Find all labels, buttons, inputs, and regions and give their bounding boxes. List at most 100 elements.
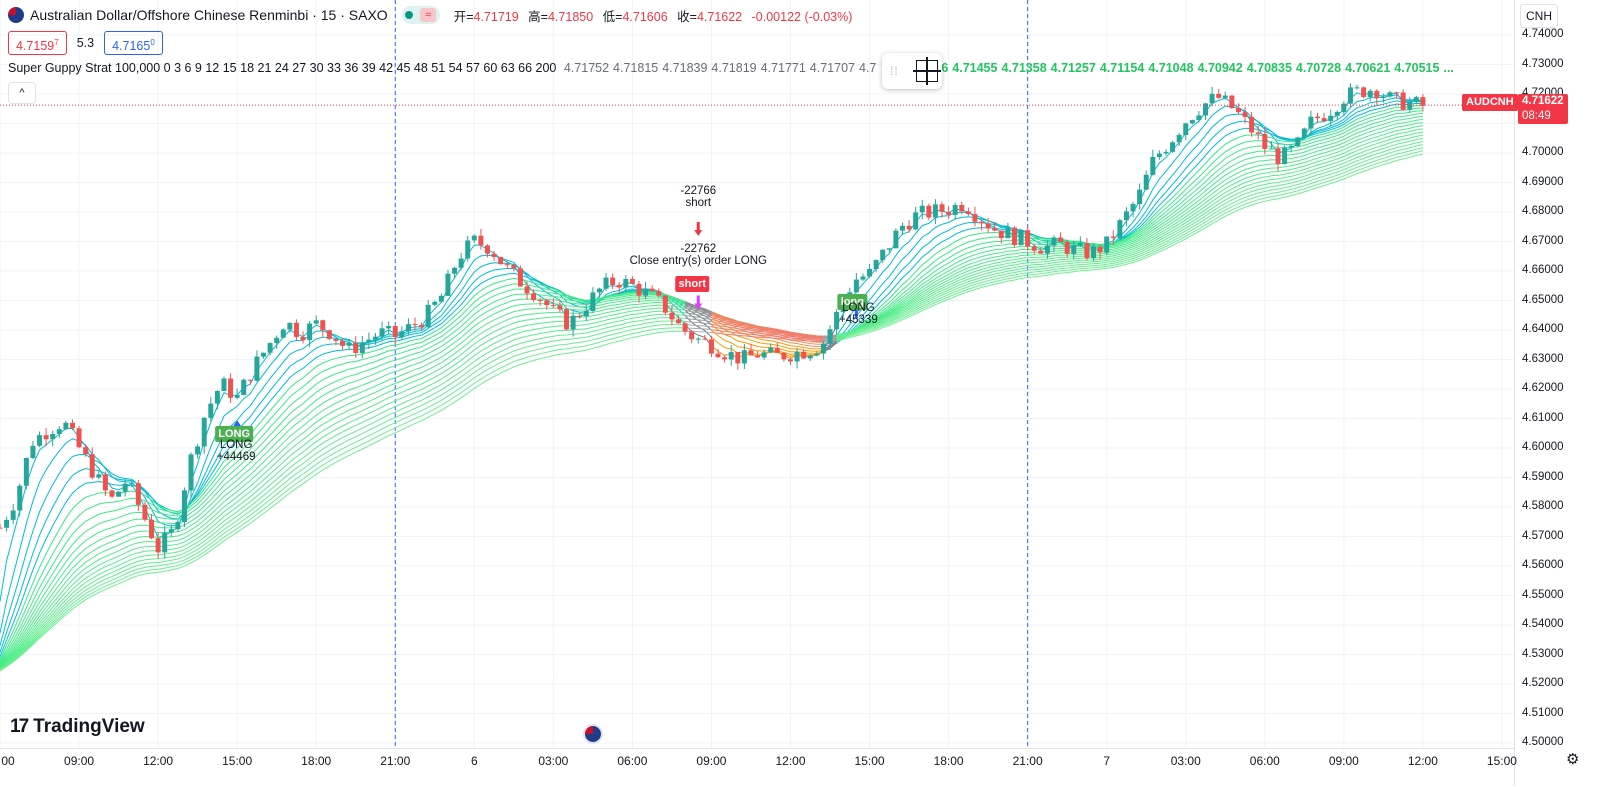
ribbon-ema-60 [685, 324, 712, 328]
candle-body [517, 268, 523, 287]
candle-body [1170, 142, 1176, 152]
symbol-title[interactable]: Australian Dollar/Offshore Chinese Renmi… [30, 7, 388, 23]
candle-body [801, 351, 807, 359]
ribbon-ema-45 [0, 307, 686, 670]
ribbon-ema-6 [836, 94, 1424, 337]
open-label: 开= [453, 9, 474, 24]
candle-body [188, 454, 194, 491]
short-entry-label: -22766 short [680, 185, 716, 209]
price-axis[interactable] [1514, 0, 1604, 786]
ribbon-ema-39 [0, 301, 686, 669]
sell-button[interactable]: 4.71597 [8, 31, 67, 55]
candle-body [1222, 95, 1228, 98]
price-label: 4.74000 [1522, 28, 1564, 40]
candle-body [1071, 245, 1077, 254]
candle-body [333, 338, 339, 341]
candle-body [623, 278, 629, 288]
drag-handle-icon[interactable]: ⁞⁞ [890, 64, 899, 78]
short-label-text: short [685, 197, 712, 209]
price-label: 4.73000 [1522, 57, 1564, 70]
candle-body [583, 310, 589, 317]
buy-button[interactable]: 4.71650 [104, 31, 163, 55]
candle-body [425, 304, 431, 328]
market-status[interactable]: ≈ [401, 6, 440, 24]
ribbon-ema-21 [0, 283, 686, 663]
ribbon-ema-51 [0, 313, 686, 670]
settings-gear-icon[interactable]: ⚙ [1566, 751, 1580, 768]
candle-body [781, 352, 787, 360]
ribbon-ema-66 [711, 332, 824, 342]
candle-body [1400, 92, 1406, 110]
time-label: 18:00 [301, 754, 332, 768]
candle-body [1361, 87, 1367, 97]
price-label: 4.68000 [1522, 205, 1564, 217]
time-axis[interactable] [0, 748, 1514, 787]
candle-body [438, 295, 444, 302]
long-entry-label-2: LONG +45339 [839, 302, 878, 326]
candle-body [83, 447, 89, 455]
candle-body [926, 205, 932, 218]
price-label: 4.66000 [1522, 264, 1564, 276]
ribbon-ema-66 [0, 330, 686, 672]
candle-body [399, 331, 405, 337]
indicator-value: 4.71048 [1148, 61, 1194, 75]
ribbon-ema-3 [0, 244, 686, 602]
indicator-value: 4.70515 [1394, 61, 1440, 75]
high-label: 高= [528, 9, 548, 24]
ribbon-ema-15 [836, 102, 1423, 344]
candle-body [37, 435, 43, 446]
candle-body [1374, 90, 1380, 98]
price-label: 4.51000 [1522, 706, 1564, 719]
tradingview-logo[interactable]: 17 TradingView [10, 716, 145, 738]
candle-body [195, 446, 201, 455]
ribbon-ema-3 [684, 324, 712, 346]
time-label: 18:00 [933, 754, 964, 768]
aud-flag-icon [8, 7, 24, 23]
chart-grid [0, 0, 1514, 748]
candle-body [122, 483, 128, 492]
economic-event-icon[interactable] [583, 724, 603, 744]
ribbon-ema-12 [0, 268, 686, 653]
indicator-legend[interactable]: Super Guppy Strat 100,000 0 3 6 9 12 15 … [8, 61, 1454, 75]
candle-body [1268, 148, 1274, 150]
candle-body [1354, 87, 1360, 89]
ribbon-ema-54 [685, 317, 712, 323]
ribbon-ema-60 [711, 326, 824, 340]
candle-body [939, 204, 945, 212]
candle-body [300, 336, 306, 341]
collapse-legend-button[interactable]: ^ [8, 82, 36, 104]
short-arrow-icon [694, 222, 703, 236]
candle-body [715, 353, 721, 358]
indicator-value: 4.71771 [760, 61, 806, 75]
candle-body [1413, 97, 1419, 102]
candle-body [755, 355, 761, 358]
ribbon-ema-42 [836, 128, 1423, 336]
guppy-ribbon [0, 92, 1424, 672]
spread-value: 5.3 [76, 36, 95, 50]
crosshair-tool-icon[interactable] [913, 57, 941, 85]
candle-body [537, 299, 543, 301]
short-entry-tag: short [675, 275, 710, 292]
candle-body [867, 268, 873, 277]
candle-body [1084, 243, 1090, 259]
candle-body [372, 336, 378, 340]
candle-body [228, 378, 234, 398]
candle-body [886, 248, 892, 250]
candle-body [1150, 157, 1156, 175]
floating-toolbar[interactable]: ⁞⁞ [882, 53, 942, 89]
candle-body [596, 288, 602, 293]
ribbon-ema-9 [836, 97, 1423, 341]
currency-button[interactable]: CNH [1520, 4, 1558, 28]
candle-body [827, 329, 833, 344]
candle-body [168, 529, 174, 533]
candle-body [353, 342, 359, 353]
ribbon-ema-33 [836, 118, 1423, 338]
candle-body [135, 483, 141, 505]
candle-body [1341, 103, 1347, 112]
time-label: 09:00 [1328, 754, 1359, 768]
quote-row: 4.71597 5.3 4.71650 [8, 31, 163, 55]
candle-body [412, 324, 418, 326]
candle-body [1334, 111, 1340, 116]
candle-body [1347, 87, 1353, 104]
